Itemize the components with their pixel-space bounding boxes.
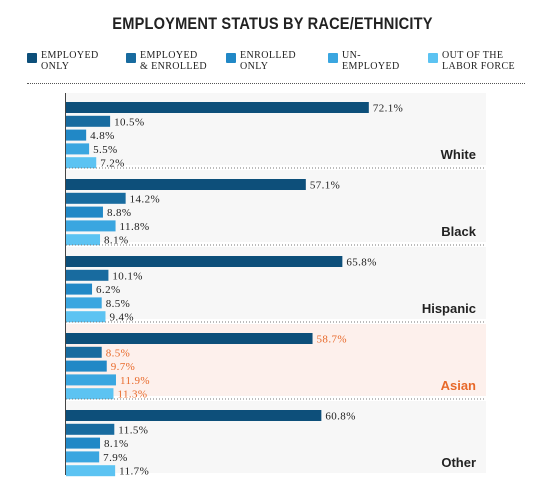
bar <box>66 283 93 295</box>
data-label: 11.5% <box>118 424 148 436</box>
data-label: 10.1% <box>112 270 142 282</box>
legend-swatch <box>126 53 136 63</box>
group-black: 57.1% 14.2% 8.8% 11.8% 8.1% Black <box>66 170 486 247</box>
bar <box>66 256 343 267</box>
data-label: 11.7% <box>119 466 149 478</box>
bar <box>66 297 102 309</box>
bar <box>66 143 90 155</box>
bar <box>66 234 101 246</box>
bar <box>66 102 369 113</box>
data-label: 5.5% <box>93 144 118 156</box>
group-other: 60.8% 11.5% 8.1% 7.9% 11.7% Other <box>66 401 486 478</box>
bar <box>66 157 97 169</box>
bar <box>66 269 109 281</box>
data-label: 7.9% <box>103 452 128 464</box>
legend-label: OUT OF THE LABOR FORCE <box>442 50 516 72</box>
data-label: 8.5% <box>106 347 131 359</box>
legend-swatch <box>328 53 338 63</box>
data-label: 58.7% <box>317 334 347 346</box>
bar <box>66 220 116 232</box>
group-label: Hispanic <box>422 301 476 316</box>
data-label: 60.8% <box>325 411 355 423</box>
data-label: 8.1% <box>104 235 129 247</box>
group-asian: 58.7% 8.5% 9.7% 11.9% 11.3% Asian <box>66 324 486 401</box>
data-label: 14.2% <box>130 193 160 205</box>
data-label: 57.1% <box>310 180 340 192</box>
group-label: White <box>441 147 476 162</box>
bar <box>66 129 87 141</box>
bar <box>66 437 101 449</box>
bar <box>66 374 116 386</box>
chart-title: EMPLOYMENT STATUS BY RACE/ETHNICITY <box>112 14 433 33</box>
bar <box>66 333 313 344</box>
legend: EMPLOYED ONLY EMPLOYED & ENROLLED ENROLLED… <box>0 50 545 80</box>
legend-divider <box>27 83 525 84</box>
bar <box>66 346 102 358</box>
legend-swatch <box>226 53 236 63</box>
data-label: 72.1% <box>373 103 403 115</box>
data-label: 8.8% <box>107 207 132 219</box>
bar <box>66 192 126 204</box>
bar <box>66 451 100 463</box>
legend-label: UN- EMPLOYED <box>342 50 400 72</box>
data-label: 9.4% <box>109 312 134 324</box>
data-label: 8.1% <box>104 438 129 450</box>
bar <box>66 115 111 127</box>
data-label: 10.5% <box>114 116 144 128</box>
bar <box>66 465 116 477</box>
data-label: 4.8% <box>90 130 115 142</box>
group-label: Other <box>441 455 476 470</box>
group-label: Black <box>441 224 476 239</box>
bar <box>66 423 115 435</box>
bar <box>66 410 322 421</box>
bar <box>66 311 106 323</box>
data-label: 6.2% <box>96 284 121 296</box>
data-label: 65.8% <box>346 257 376 269</box>
legend-label: EMPLOYED & ENROLLED <box>140 50 208 72</box>
data-label: 7.2% <box>100 158 125 170</box>
group-white: 72.1% 10.5% 4.8% 5.5% 7.2% White <box>66 93 486 170</box>
legend-swatch <box>428 53 438 63</box>
group-hispanic: 65.8% 10.1% 6.2% 8.5% 9.4% Hispanic <box>66 247 486 324</box>
bar <box>66 179 306 190</box>
bar <box>66 388 114 400</box>
bar <box>66 206 103 218</box>
legend-swatch <box>27 53 37 63</box>
data-label: 9.7% <box>111 361 136 373</box>
data-label: 11.8% <box>120 221 150 233</box>
legend-label: ENROLLED ONLY <box>240 50 296 72</box>
data-label: 11.9% <box>120 375 150 387</box>
data-label: 11.3% <box>117 389 147 401</box>
bar <box>66 360 107 372</box>
legend-label: EMPLOYED ONLY <box>41 50 99 72</box>
group-label: Asian <box>441 378 476 393</box>
data-label: 8.5% <box>106 298 131 310</box>
